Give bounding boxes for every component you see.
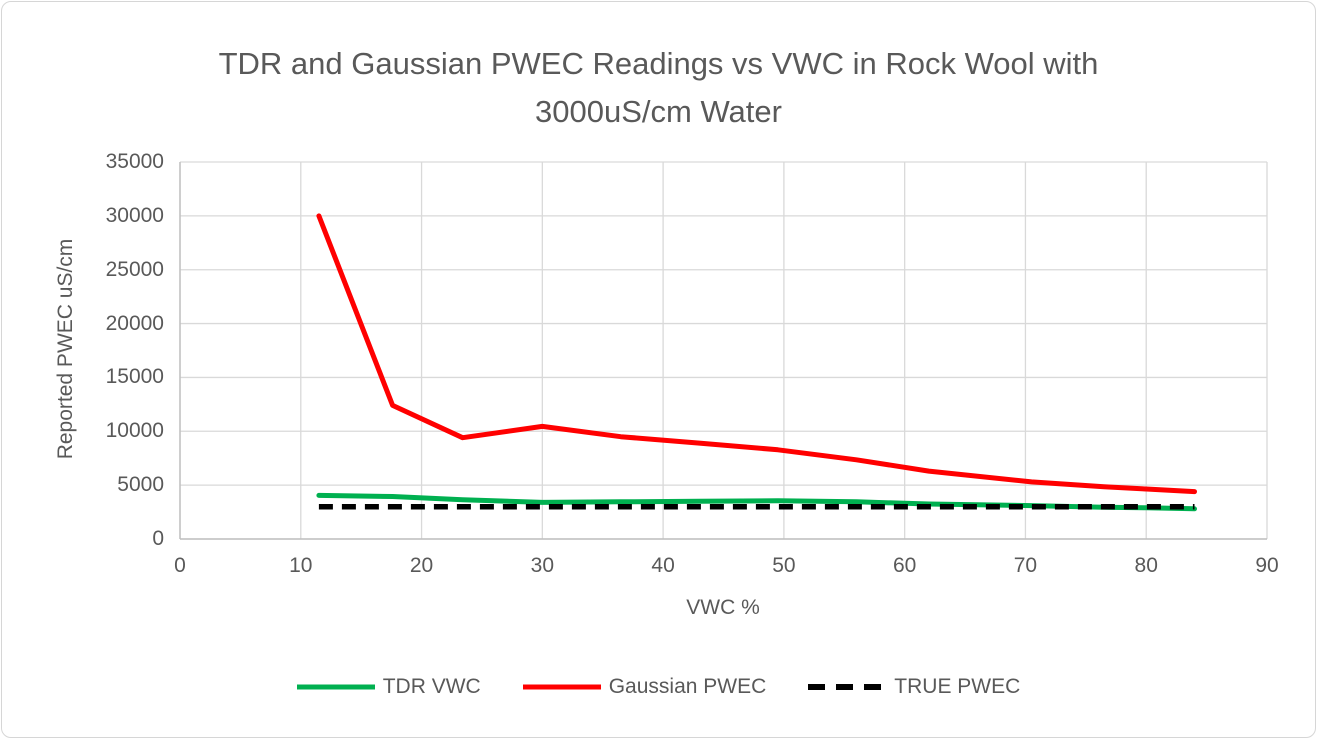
- x-tick-label: 10: [289, 554, 313, 577]
- legend: TDR VWC Gaussian PWEC TRUE PWEC: [2, 675, 1315, 699]
- legend-item-tdr-vwc: TDR VWC: [296, 675, 481, 699]
- chart-title-line-2: 3000uS/cm Water: [535, 94, 782, 129]
- legend-item-true-pwec: TRUE PWEC: [808, 675, 1020, 699]
- chart-title-line-1: TDR and Gaussian PWEC Readings vs VWC in…: [218, 46, 1099, 81]
- x-tick-label: 80: [1134, 554, 1158, 577]
- legend-line-swatch-icon: [522, 684, 601, 690]
- legend-label: TDR VWC: [382, 675, 481, 698]
- x-tick-label: 0: [174, 554, 186, 577]
- y-tick-label: 20000: [105, 311, 164, 335]
- chart-title: TDR and Gaussian PWEC Readings vs VWC in…: [2, 40, 1315, 136]
- x-tick-label: 90: [1255, 554, 1279, 577]
- x-tick-label: 20: [409, 554, 434, 577]
- y-tick-label: 5000: [117, 473, 164, 497]
- legend-label: Gaussian PWEC: [608, 675, 767, 698]
- y-tick-label: 10000: [105, 419, 164, 443]
- y-tick-label: 0: [152, 527, 164, 550]
- legend-line-swatch-icon: [808, 684, 887, 690]
- x-tick-label: 70: [1013, 554, 1038, 577]
- legend-item-gaussian-pwec: Gaussian PWEC: [522, 675, 767, 699]
- y-tick-label: 25000: [105, 257, 164, 281]
- x-tick-label: 30: [530, 554, 554, 577]
- x-tick-label: 60: [892, 554, 917, 577]
- series-line-gaussian-pwec: [316, 213, 1197, 495]
- y-tick-label: 35000: [105, 150, 164, 173]
- x-axis-title: VWC %: [686, 596, 760, 619]
- x-tick-label: 50: [772, 554, 796, 577]
- legend-label: TRUE PWEC: [894, 675, 1021, 698]
- x-tick-label: 40: [651, 554, 675, 577]
- y-tick-label: 30000: [105, 203, 164, 227]
- y-tick-label: 15000: [105, 365, 164, 389]
- legend-line-swatch-icon: [296, 684, 375, 690]
